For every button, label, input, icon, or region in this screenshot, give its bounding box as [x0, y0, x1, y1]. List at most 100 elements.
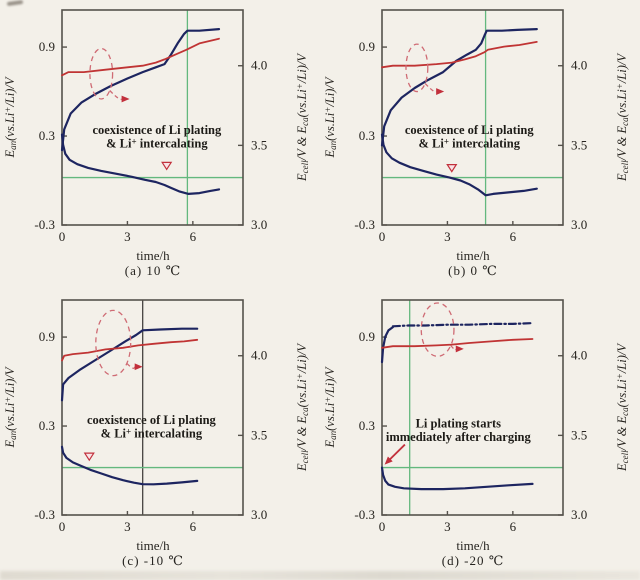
y-left-axis-label: Ean(vs.Li+/Li)/V	[323, 366, 338, 448]
annotation-text: coexistence of Li plating	[405, 123, 535, 137]
series-E_cell	[391, 322, 534, 328]
annotation-text: & Li+ intercalating	[419, 136, 521, 150]
subplot-b-canvas: 0 3 6 0.9 0.3 -0.3 4.0 3.5 3.0 Ean(vs.Li+/Li)/V Ec…	[320, 0, 640, 252]
y-right-tick-label: 3.5	[251, 137, 267, 152]
y-right-tick-label: 3.0	[571, 217, 587, 232]
y-right-tick-label: 4.0	[571, 348, 587, 363]
right-axis-indicator-arrowhead	[455, 345, 464, 353]
chart-canvas: 0 3 6 0.9 0.3 -0.3 4.0 3.5 3.0 Ean(vs.Li+/Li)/V Ec…	[3, 9, 310, 244]
right-axis-indicator-ellipse	[95, 309, 132, 377]
annotation-arrowhead	[384, 456, 393, 465]
y-right-tick-label: 3.5	[571, 427, 587, 442]
x-tick-label: 0	[379, 229, 386, 244]
series-E_cell	[60, 28, 221, 152]
y-left-axis-label: Ean(vs.Li+/Li)/V	[3, 76, 18, 158]
chart-canvas: 0 3 6 0.9 0.3 -0.3 4.0 3.5 3.0 Ean(vs.Li+/Li)/V Ec…	[323, 299, 630, 534]
subplot-title: (c) -10 ℃	[122, 553, 184, 568]
y-left-tick-label: 0.9	[39, 39, 55, 54]
x-tick-label: 3	[124, 519, 131, 534]
subplot-a-caption: time/h (a) 10 ℃	[0, 248, 306, 278]
series-E_cell	[60, 327, 199, 402]
plot-frame	[381, 299, 564, 516]
y-left-tick-label: -0.3	[354, 217, 375, 232]
subplot-title: (d) -20 ℃	[441, 553, 505, 568]
chart-canvas: 0 3 6 0.9 0.3 -0.3 4.0 3.5 3.0 Ean(vs.Li+/Li)/V Ec…	[323, 9, 630, 244]
right-axis-indicator-ellipse	[89, 47, 114, 100]
y-left-tick-label: 0.9	[359, 329, 375, 344]
y-right-tick-label: 4.0	[251, 348, 267, 363]
x-axis-label: time/h	[136, 538, 170, 553]
right-axis-indicator-tail	[126, 363, 136, 369]
x-tick-label: 6	[190, 229, 197, 244]
y-right-tick-label: 4.0	[571, 58, 587, 73]
right-axis-indicator-tail	[109, 90, 123, 100]
series-E_ca	[61, 37, 220, 77]
y-left-tick-label: -0.3	[34, 507, 55, 522]
y-right-axis-label: Ecell/V & Eca(vs.Li+/Li)/V	[615, 53, 630, 182]
y-left-tick-label: 0.9	[39, 329, 55, 344]
series-E_an	[60, 445, 199, 486]
annotation-arrow-line	[386, 443, 406, 463]
series-E_an	[60, 133, 221, 195]
y-right-tick-label: 3.0	[571, 507, 587, 522]
series-E_an	[380, 466, 534, 491]
right-axis-indicator-arrowhead	[436, 88, 445, 95]
annotation-text: immediately after charging	[386, 430, 532, 444]
scan-artifact-bottom-band	[0, 571, 640, 580]
y-right-tick-label: 3.5	[571, 137, 587, 152]
x-tick-label: 6	[510, 519, 517, 534]
series-E_an	[380, 133, 538, 197]
chart-canvas: 0 3 6 0.9 0.3 -0.3 4.0 3.5 3.0 Ean(vs.Li+/Li)/V Ec…	[3, 299, 310, 534]
plot-frame	[61, 299, 244, 516]
annotation-text: & Li+ intercalating	[101, 426, 203, 440]
x-tick-label: 3	[444, 519, 451, 534]
y-left-tick-label: -0.3	[34, 217, 55, 232]
x-tick-label: 0	[379, 519, 386, 534]
right-axis-indicator-tail	[424, 82, 437, 93]
plot-frame	[61, 9, 244, 226]
x-tick-label: 0	[59, 519, 66, 534]
y-left-axis-label: Ean(vs.Li+/Li)/V	[323, 76, 338, 158]
y-right-tick-label: 3.0	[251, 507, 267, 522]
y-left-tick-label: 0.3	[39, 128, 55, 143]
y-right-axis-label: Ecell/V & Eca(vs.Li+/Li)/V	[295, 343, 310, 472]
y-right-tick-label: 3.0	[251, 217, 267, 232]
y-right-axis-label: Ecell/V & Eca(vs.Li+/Li)/V	[295, 53, 310, 182]
y-left-tick-label: 0.3	[39, 418, 55, 433]
subplot-c-canvas: 0 3 6 0.9 0.3 -0.3 4.0 3.5 3.0 Ean(vs.Li+/Li)/V Ec…	[0, 290, 320, 542]
subplot-c: 0 3 6 0.9 0.3 -0.3 4.0 3.5 3.0 Ean(vs.Li+/Li)/V Ec…	[0, 290, 320, 580]
plating-onset-triangle-marker	[446, 164, 458, 173]
x-tick-label: 3	[124, 229, 131, 244]
x-axis-label: time/h	[456, 248, 490, 263]
subplot-title: (b) 0 ℃	[448, 263, 498, 278]
series-E_ca	[381, 41, 538, 69]
subplot-title: (a) 10 ℃	[124, 263, 182, 278]
y-left-tick-label: -0.3	[354, 507, 375, 522]
subplot-b-caption: time/h (b) 0 ℃	[320, 248, 626, 278]
y-right-tick-label: 4.0	[251, 58, 267, 73]
subplot-a-canvas: 0 3 6 0.9 0.3 -0.3 4.0 3.5 3.0 Ean(vs.Li+/Li)/V Ec…	[0, 0, 320, 252]
series-E_cell	[380, 28, 538, 147]
plating-onset-triangle-marker	[161, 161, 173, 171]
y-left-tick-label: 0.9	[359, 39, 375, 54]
x-tick-label: 3	[444, 229, 451, 244]
annotation-text: coexistence of Li plating	[87, 413, 217, 427]
subplot-b: 0 3 6 0.9 0.3 -0.3 4.0 3.5 3.0 Ean(vs.Li+/Li)/V Ec…	[320, 0, 640, 290]
subplot-c-caption: time/h (c) -10 ℃	[0, 538, 306, 568]
right-axis-indicator-ellipse	[405, 43, 429, 93]
y-right-tick-label: 3.5	[251, 427, 267, 442]
x-tick-label: 6	[510, 229, 517, 244]
y-left-tick-label: 0.3	[359, 128, 375, 143]
x-tick-label: 0	[59, 229, 66, 244]
y-right-axis-label: Ecell/V & Eca(vs.Li+/Li)/V	[615, 343, 630, 472]
x-tick-label: 6	[190, 519, 197, 534]
right-axis-indicator-arrowhead	[121, 95, 130, 103]
x-axis-label: time/h	[456, 538, 490, 553]
annotation-text: Li plating starts	[416, 417, 502, 431]
subplot-d-caption: time/h (d) -20 ℃	[320, 538, 626, 568]
subplot-a: 0 3 6 0.9 0.3 -0.3 4.0 3.5 3.0 Ean(vs.Li+/Li)/V Ec…	[0, 0, 320, 290]
right-axis-indicator-ellipse	[420, 302, 455, 357]
subplot-d-canvas: 0 3 6 0.9 0.3 -0.3 4.0 3.5 3.0 Ean(vs.Li+/Li)/V Ec…	[320, 290, 640, 542]
